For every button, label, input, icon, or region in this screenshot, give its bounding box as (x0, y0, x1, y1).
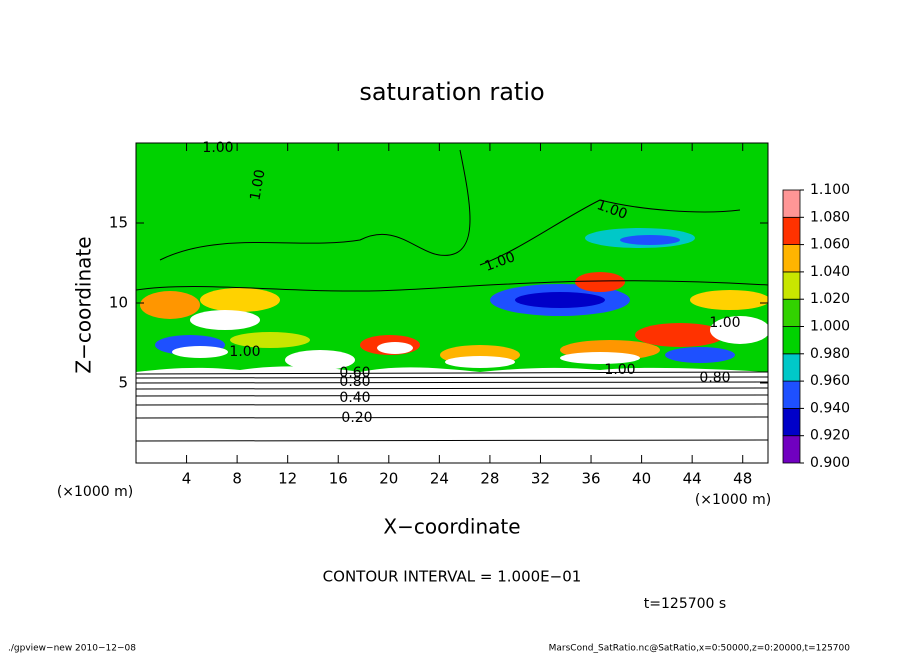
field (136, 143, 768, 463)
x-tick-label: 44 (683, 470, 702, 488)
time-label: t=125700 s (644, 596, 726, 612)
colorbar-bin (782, 298, 801, 327)
contour-label: 1.00 (247, 168, 268, 201)
x-tick-label: 20 (379, 470, 398, 488)
y-tick-label: 5 (118, 374, 128, 392)
footer-left: ./gpview−new 2010−12−08 (8, 644, 136, 654)
field-saturated (136, 143, 768, 372)
x-tick-label: 8 (232, 470, 242, 488)
colorbar-label: 0.960 (810, 373, 850, 389)
x-tick-label: 12 (278, 470, 297, 488)
colorbar-bin (782, 189, 801, 218)
x-tick-label: 16 (329, 470, 348, 488)
x-tick-label: 4 (182, 470, 192, 488)
x-tick-label: 28 (480, 470, 499, 488)
colorbar-bin (782, 435, 801, 464)
colorbar-label: 1.040 (810, 264, 850, 280)
colorbar-label: 0.940 (810, 400, 850, 416)
y-axis-label: Z−coordinate (72, 236, 96, 373)
colorbar-label: 1.020 (810, 291, 850, 307)
y-tick-label: 15 (109, 214, 128, 232)
contour-interval: CONTOUR INTERVAL = 1.000E−01 (323, 568, 582, 586)
colorbar-bin (782, 244, 801, 273)
colorbar-label: 0.980 (810, 346, 850, 362)
colorbar-bin (782, 271, 801, 300)
footer-right: MarsCond_SatRatio.nc@SatRatio,x=0:50000,… (549, 644, 851, 654)
x-tick-label: 36 (581, 470, 600, 488)
colorbar-label: 1.000 (810, 319, 850, 335)
contour-label: 1.00 (202, 140, 233, 156)
colorbar-bin (782, 380, 801, 409)
colorbar-label: 1.100 (810, 182, 850, 198)
contour-label: 0.40 (339, 390, 370, 406)
colorbar-label: 1.080 (810, 209, 850, 225)
contour-label: 1.00 (709, 315, 740, 331)
colorbar-bin (782, 326, 801, 355)
y-tick-label: 10 (109, 294, 128, 312)
colorbar-bin (782, 216, 801, 246)
x-unit-label: (×1000 m) (695, 492, 771, 508)
contour-label: 0.80 (699, 370, 730, 386)
contour-label: 0.20 (341, 410, 372, 426)
x-axis-label: X−coordinate (383, 515, 520, 539)
contour-label: 0.80 (339, 374, 370, 390)
contour-label: 1.00 (604, 362, 635, 378)
field-blobs (140, 228, 768, 370)
contour-label: 1.00 (229, 344, 260, 360)
colorbar-label: 0.900 (810, 455, 850, 471)
contour-lines (136, 149, 768, 442)
colorbar-bin (782, 353, 801, 382)
x-tick-label: 24 (430, 470, 449, 488)
x-tick-label: 32 (531, 470, 550, 488)
contour-label: 0.60 (339, 365, 370, 381)
x-tick-label: 48 (733, 470, 752, 488)
chart-title: saturation ratio (359, 78, 544, 106)
colorbar-label: 1.060 (810, 237, 850, 253)
colorbar-bin (782, 407, 801, 437)
colorbar-label: 0.920 (810, 428, 850, 444)
x-tick-label: 40 (632, 470, 651, 488)
x-unit-label: (×1000 m) (57, 484, 133, 500)
